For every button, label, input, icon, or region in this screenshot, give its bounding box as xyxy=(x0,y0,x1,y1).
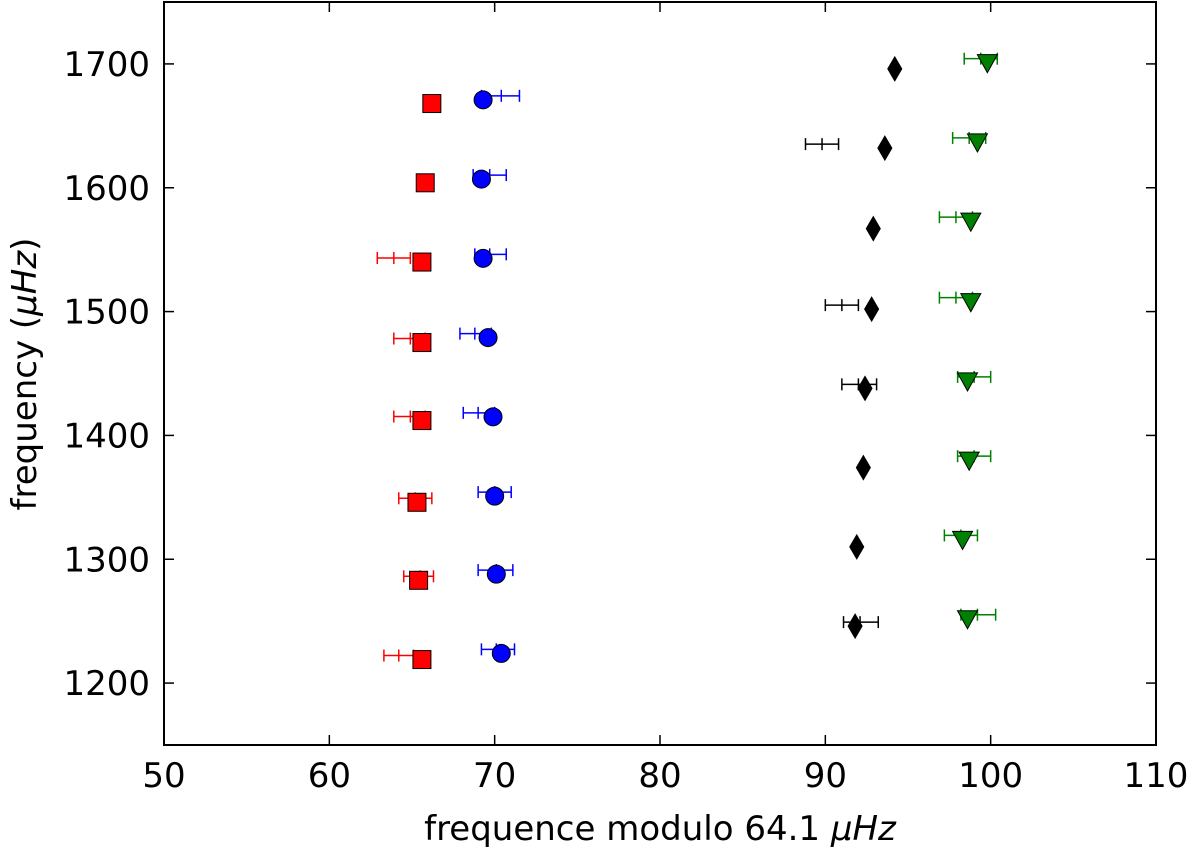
data-point xyxy=(966,133,989,153)
x-tick-label: 70 xyxy=(473,756,516,796)
data-point xyxy=(473,248,493,268)
data-point xyxy=(409,570,429,590)
data-point xyxy=(956,610,979,630)
x-axis-label: frequence modulo 64.1 μHz xyxy=(424,809,897,848)
data-point xyxy=(486,564,506,584)
data-point xyxy=(855,454,871,481)
error-bar xyxy=(376,252,412,265)
y-tick-label: 1300 xyxy=(63,540,150,580)
data-point xyxy=(865,215,881,242)
data-point xyxy=(951,530,974,551)
y-tick-label: 1600 xyxy=(63,169,150,209)
data-point xyxy=(959,293,982,313)
data-marks xyxy=(376,52,999,670)
data-point xyxy=(422,94,442,114)
y-tick-label: 1700 xyxy=(63,45,150,85)
data-point xyxy=(847,613,863,640)
data-point xyxy=(412,650,432,670)
x-tick-label: 60 xyxy=(308,756,351,796)
data-point xyxy=(415,173,435,193)
x-tick-label: 50 xyxy=(142,756,185,796)
x-tick-label: 80 xyxy=(638,756,681,796)
data-point xyxy=(887,55,903,82)
data-point xyxy=(471,169,491,189)
data-point xyxy=(849,533,865,560)
data-point xyxy=(491,643,511,663)
data-point xyxy=(857,375,873,402)
data-point xyxy=(877,135,893,162)
axis-ticks: 50 60 70 80 90 100 110 1200 1300 1400 1500 1600 1700 xyxy=(63,2,1188,796)
x-tick-label: 100 xyxy=(958,756,1023,796)
y-axis-label: frequency (μHz) xyxy=(5,238,45,511)
x-tick-label: 110 xyxy=(1124,756,1189,796)
data-point xyxy=(483,407,503,427)
data-point xyxy=(412,252,432,272)
plot-frame xyxy=(163,1,1157,746)
data-point xyxy=(864,296,880,323)
data-point xyxy=(959,212,982,233)
data-point xyxy=(958,451,981,472)
y-tick-label: 1200 xyxy=(63,664,150,704)
error-bar xyxy=(804,138,840,151)
series-blue-circles xyxy=(459,89,521,663)
y-tick-label: 1400 xyxy=(63,416,150,456)
series-green-triangles xyxy=(938,52,999,630)
y-tick-label: 1500 xyxy=(63,293,150,333)
data-point xyxy=(407,492,427,512)
data-point xyxy=(473,90,493,110)
data-point xyxy=(485,486,505,506)
data-point xyxy=(956,372,979,392)
data-point xyxy=(478,328,498,348)
data-point xyxy=(976,54,999,74)
x-tick-label: 90 xyxy=(804,756,847,796)
series-red-squares xyxy=(376,94,442,670)
data-point xyxy=(412,411,432,431)
series-black-diamonds xyxy=(804,55,903,640)
data-point xyxy=(412,333,432,353)
error-bar xyxy=(824,299,860,312)
